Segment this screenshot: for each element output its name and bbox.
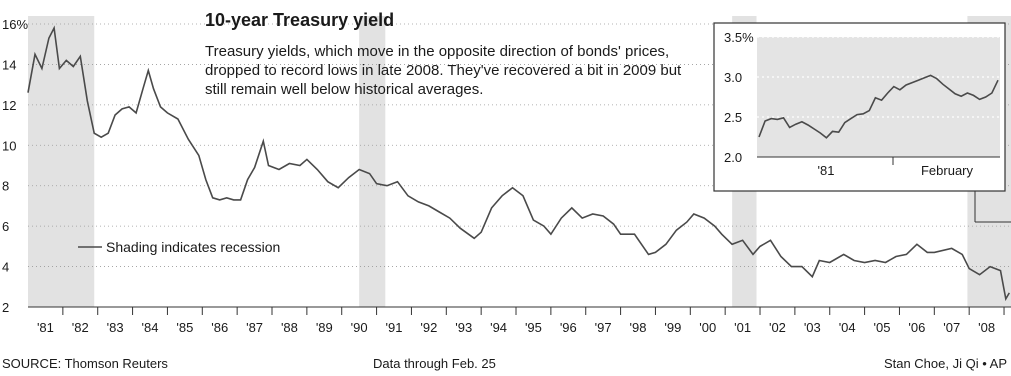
x-tick-label-1984: '84 xyxy=(142,320,159,335)
y-axis-labels: 2 4 6 8 10 12 14 16% xyxy=(2,17,28,315)
x-tick-label-1992: '92 xyxy=(420,320,437,335)
yield-line xyxy=(27,25,1010,302)
x-tick-label-1989: '89 xyxy=(316,320,333,335)
credit-note: Stan Choe, Ji Qi • AP xyxy=(883,356,1007,371)
inset-y-tick-label-3: 3.5% xyxy=(724,30,754,45)
y-tick-label-12: 12 xyxy=(2,98,16,113)
inset-yield-line xyxy=(758,74,999,139)
inset-y-axis-labels: 2.0 2.5 3.0 3.5% xyxy=(724,30,754,165)
x-tick-label-2000: '00 xyxy=(699,320,716,335)
data-through-note: Data through Feb. 25 xyxy=(373,356,496,371)
x-tick-label-1999: '99 xyxy=(664,320,681,335)
x-tick-label-1993: '93 xyxy=(455,320,472,335)
y-tick-label-2: 2 xyxy=(2,300,9,315)
y-tick-label-4: 4 xyxy=(2,260,9,275)
inset-x-label-february: February xyxy=(921,163,974,178)
inset-y-tick-label-1: 2.5 xyxy=(724,110,742,125)
inset-y-tick-label-0: 2.0 xyxy=(724,150,742,165)
x-axis: '81 '82 '83 '84 '85 '86 '87 '88 '89 '90 '91 '92 '93 '… xyxy=(28,306,1011,335)
x-tick-label-2004: '04 xyxy=(839,320,856,335)
x-tick-label-1996: '96 xyxy=(560,320,577,335)
x-tick-label-1991: '91 xyxy=(386,320,403,335)
x-tick-label-1995: '95 xyxy=(525,320,542,335)
x-tick-label-1997: '97 xyxy=(595,320,612,335)
source-note: SOURCE: Thomson Reuters xyxy=(2,356,168,371)
x-tick-label-2005: '05 xyxy=(874,320,891,335)
chart-title: 10-year Treasury yield xyxy=(205,10,395,30)
x-tick-label-1982: '82 xyxy=(72,320,89,335)
chart-subtitle: Treasury yields, which move in the oppos… xyxy=(205,43,682,98)
legend-note: Shading indicates recession xyxy=(78,239,280,255)
x-tick-label-2006: '06 xyxy=(908,320,925,335)
inset-chart: 2.0 2.5 3.0 3.5% '81 February xyxy=(713,22,1011,223)
y-tick-label-10: 10 xyxy=(2,138,16,153)
y-tick-label-6: 6 xyxy=(2,219,9,234)
x-tick-label-1994: '94 xyxy=(490,320,507,335)
x-tick-label-2007: '07 xyxy=(943,320,960,335)
x-tick-label-1998: '98 xyxy=(630,320,647,335)
x-tick-label-1985: '85 xyxy=(176,320,193,335)
x-tick-label-2002: '02 xyxy=(769,320,786,335)
x-tick-label-1987: '87 xyxy=(246,320,263,335)
x-tick-label-2003: '03 xyxy=(804,320,821,335)
x-tick-label-1983: '83 xyxy=(107,320,124,335)
inset-y-tick-label-2: 3.0 xyxy=(724,70,742,85)
y-tick-label-8: 8 xyxy=(2,179,9,194)
inset-grid xyxy=(757,36,1000,118)
x-tick-label-1986: '86 xyxy=(211,320,228,335)
inset-x-label-january: '81 xyxy=(818,163,835,178)
x-tick-label-1981: '81 xyxy=(37,320,54,335)
legend-note-text: Shading indicates recession xyxy=(106,239,280,255)
x-tick-label-1988: '88 xyxy=(281,320,298,335)
x-tick-label-1990: '90 xyxy=(351,320,368,335)
y-tick-label-16: 16% xyxy=(2,17,28,32)
x-tick-label-2008: '08 xyxy=(978,320,995,335)
y-tick-label-14: 14 xyxy=(2,57,16,72)
inset-plot-area xyxy=(757,37,1000,157)
recession-band-0 xyxy=(28,16,95,307)
x-tick-label-2001: '01 xyxy=(734,320,751,335)
